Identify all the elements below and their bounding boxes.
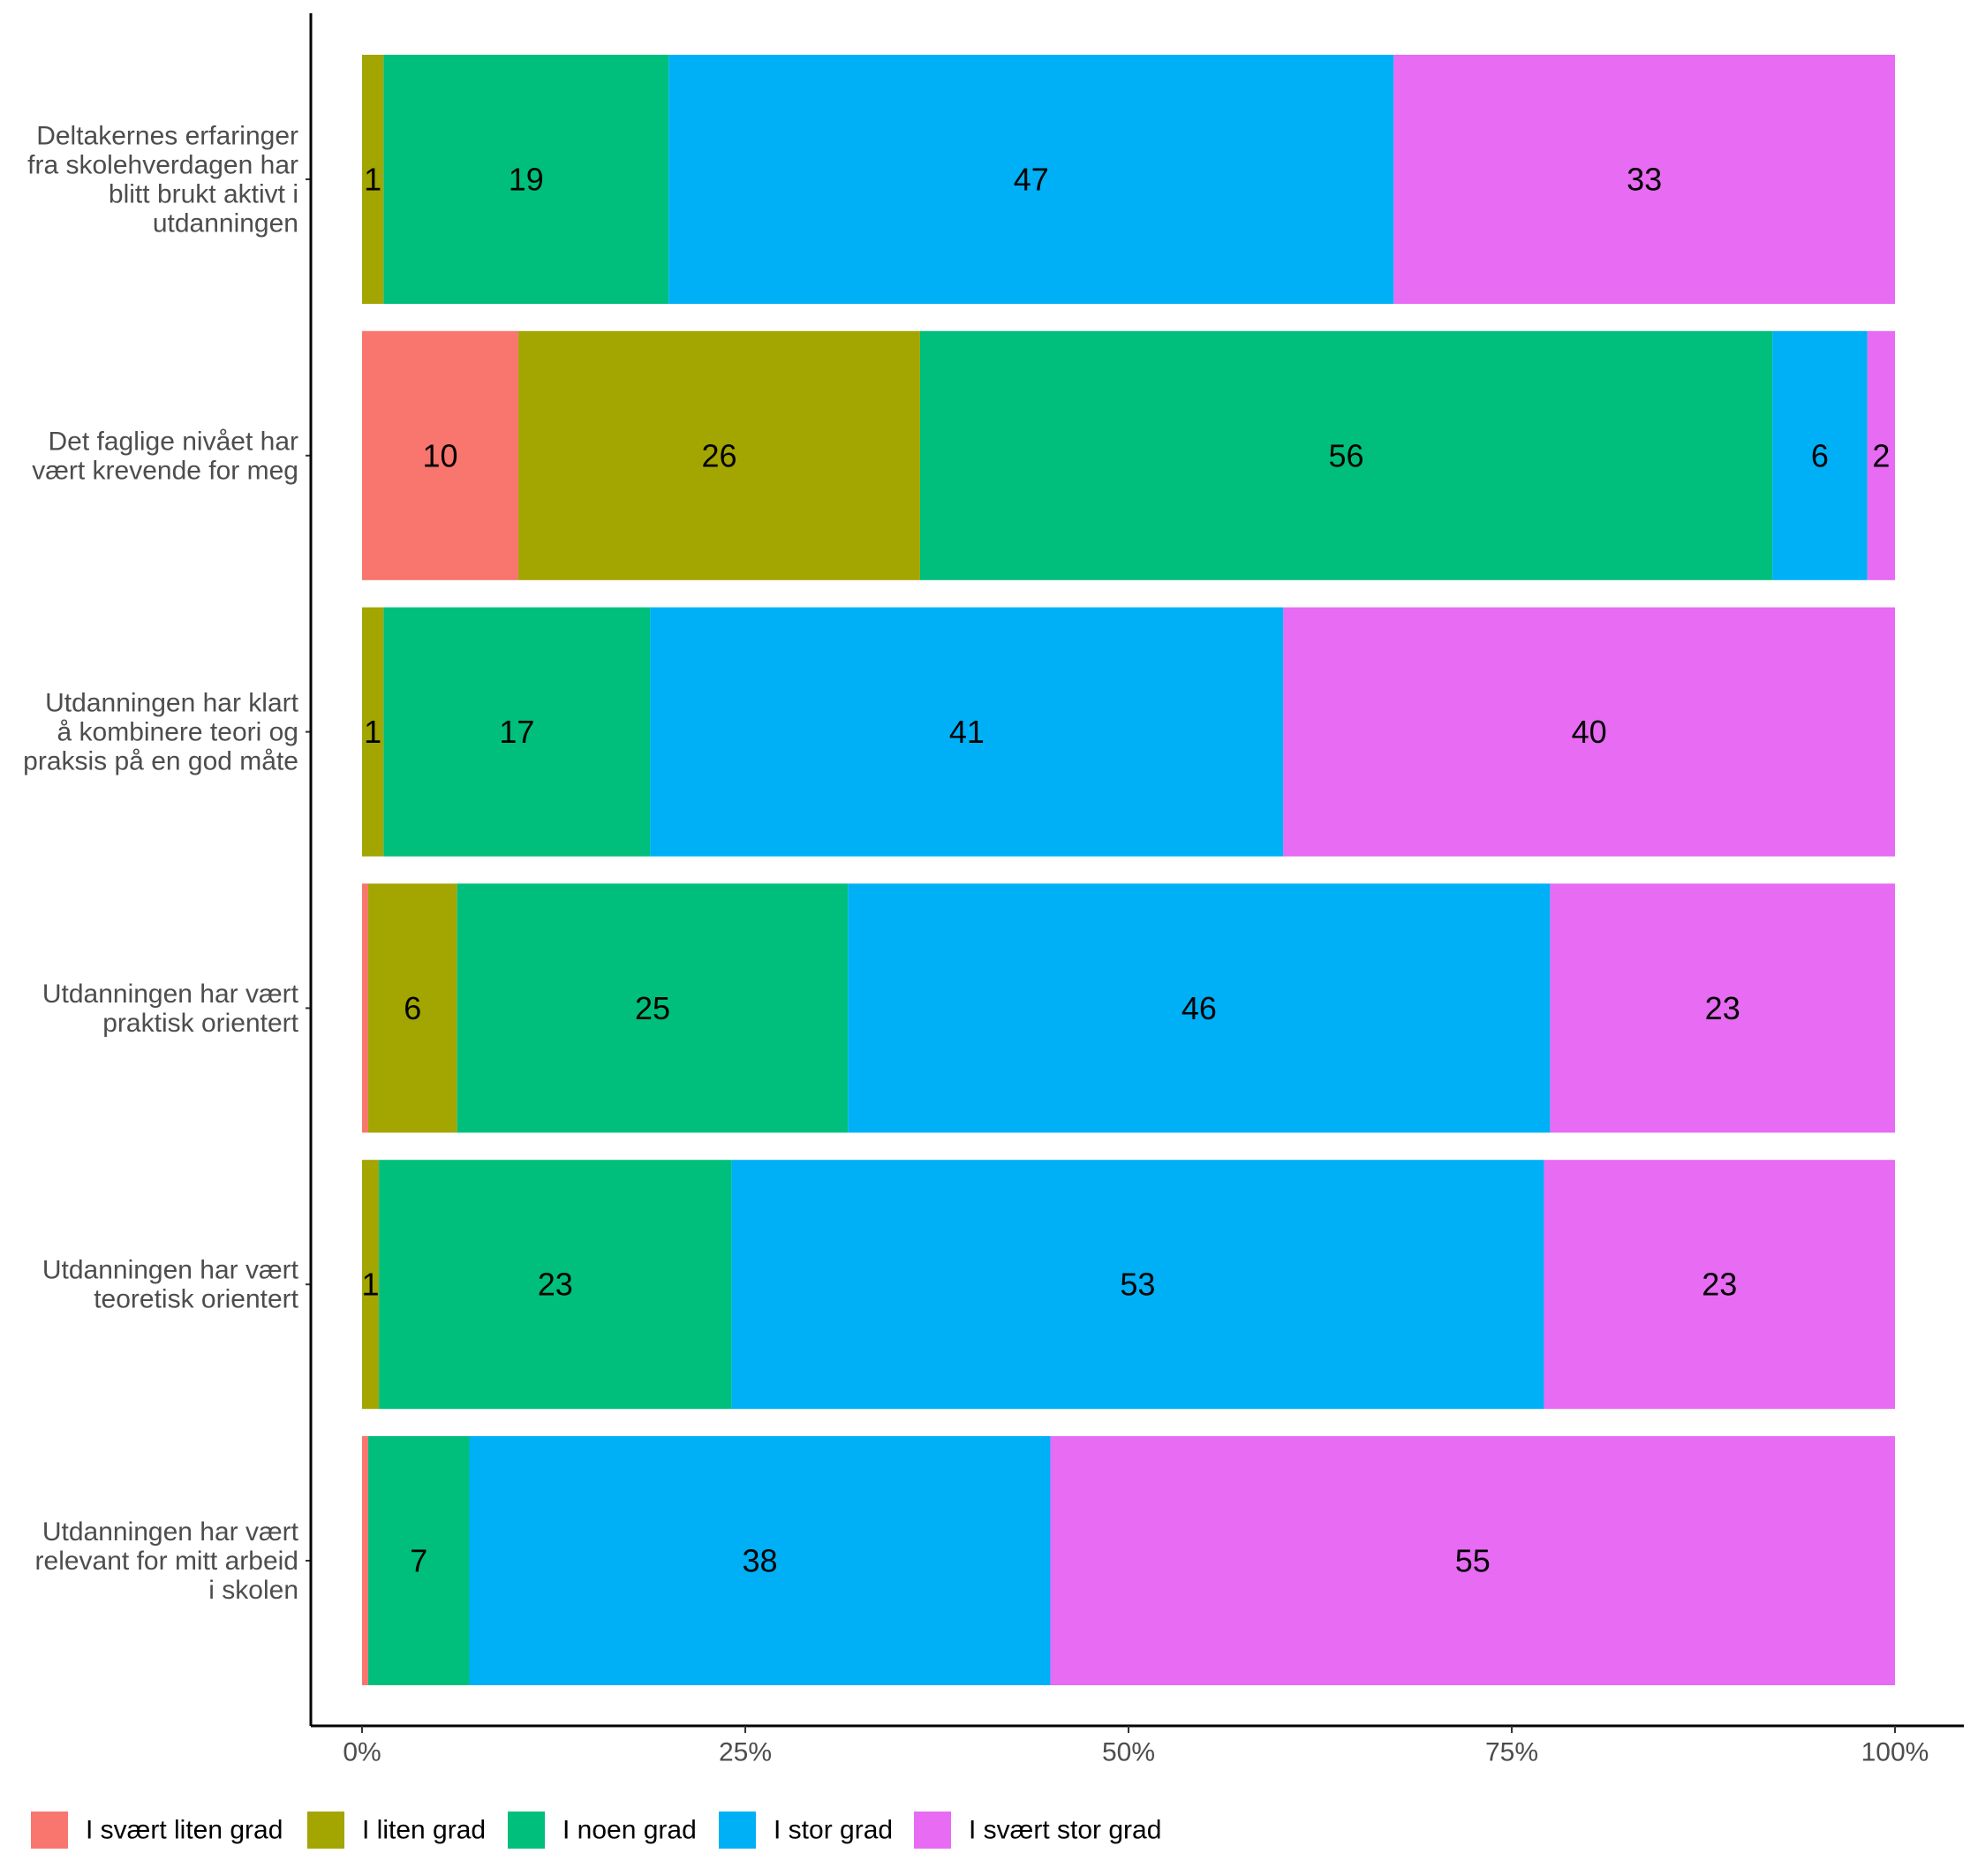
data-label-3-5: 40 bbox=[1572, 714, 1607, 750]
y-tick-label-5: Utdanningen har vært teoretisk orientert bbox=[42, 1255, 299, 1313]
bar-segment-5-2 bbox=[362, 1160, 380, 1410]
data-label-5-2: 1 bbox=[362, 1267, 380, 1303]
data-label-6-3: 7 bbox=[410, 1543, 427, 1579]
legend-swatch-4 bbox=[719, 1812, 756, 1849]
y-tick-label-2: Det faglige nivået har vært krevende for … bbox=[32, 427, 298, 485]
bar-segment-2-4 bbox=[1772, 330, 1868, 580]
x-tick-label-1: 0% bbox=[343, 1738, 381, 1767]
bar-segment-5-5 bbox=[1544, 1160, 1895, 1410]
legend-swatch-2 bbox=[307, 1812, 344, 1849]
bar-segment-4-2 bbox=[367, 883, 457, 1133]
bar-segment-2-2 bbox=[518, 330, 920, 580]
bar-segment-6-1 bbox=[362, 1436, 368, 1685]
legend: I svært liten grad I liten grad I noen gra… bbox=[31, 1812, 1161, 1849]
data-label-3-2: 1 bbox=[364, 714, 381, 750]
y-tick-label-6: Utdanningen har vært relevant for mitt ar… bbox=[35, 1517, 299, 1605]
bar-segment-2-5 bbox=[1867, 330, 1895, 580]
bar-segment-3-4 bbox=[650, 607, 1284, 857]
legend-label-4: I stor grad bbox=[774, 1816, 893, 1845]
bar-segment-1-4 bbox=[668, 55, 1394, 304]
data-label-6-4: 38 bbox=[742, 1543, 777, 1579]
x-tick-label-3: 50% bbox=[1102, 1738, 1155, 1767]
bar-segment-3-5 bbox=[1283, 607, 1895, 857]
bar-segment-3-3 bbox=[383, 607, 651, 857]
data-label-4-2: 6 bbox=[404, 990, 421, 1026]
bar-segment-5-4 bbox=[731, 1160, 1544, 1410]
legend-label-5: I svært stor grad bbox=[969, 1816, 1161, 1845]
legend-label-1: I svært liten grad bbox=[86, 1816, 283, 1845]
legend-swatch-5 bbox=[914, 1812, 951, 1849]
x-tick-label-5: 100% bbox=[1861, 1738, 1929, 1767]
data-label-1-4: 47 bbox=[1014, 162, 1049, 198]
bar-segment-2-3 bbox=[919, 330, 1773, 580]
legend-swatch-1 bbox=[31, 1812, 68, 1849]
data-label-4-4: 46 bbox=[1182, 990, 1217, 1026]
bar-segment-3-2 bbox=[362, 607, 384, 857]
legend-label-3: I noen grad bbox=[562, 1816, 697, 1845]
bar-segment-1-5 bbox=[1393, 55, 1895, 304]
bar-segment-6-5 bbox=[1050, 1436, 1895, 1685]
data-label-4-5: 23 bbox=[1705, 990, 1740, 1026]
data-label-2-4: 6 bbox=[1811, 437, 1829, 473]
data-label-1-5: 33 bbox=[1627, 162, 1662, 198]
x-axis: 0% 25% 50% 75% 100% bbox=[311, 1724, 1964, 1767]
data-label-1-3: 19 bbox=[509, 162, 544, 198]
data-label-2-5: 2 bbox=[1872, 437, 1890, 473]
data-label-4-3: 25 bbox=[635, 990, 670, 1026]
data-label-6-5: 55 bbox=[1455, 1543, 1491, 1579]
bar-segment-1-2 bbox=[362, 55, 384, 304]
data-label-1-2: 1 bbox=[364, 162, 381, 198]
bar-segment-1-3 bbox=[383, 55, 669, 304]
data-label-5-5: 23 bbox=[1702, 1267, 1737, 1303]
bars-layer bbox=[362, 55, 1895, 1685]
bar-segment-5-3 bbox=[379, 1160, 732, 1410]
bar-segment-2-1 bbox=[362, 330, 519, 580]
bar-segment-4-5 bbox=[1550, 883, 1895, 1133]
bar-segment-6-3 bbox=[367, 1436, 470, 1685]
legend-label-2: I liten grad bbox=[362, 1816, 486, 1845]
bar-segment-4-4 bbox=[848, 883, 1551, 1133]
data-label-3-3: 17 bbox=[499, 714, 534, 750]
bar-segment-4-1 bbox=[362, 883, 368, 1133]
x-tick-label-4: 75% bbox=[1485, 1738, 1538, 1767]
data-label-5-4: 53 bbox=[1120, 1267, 1155, 1303]
data-label-2-3: 56 bbox=[1328, 437, 1363, 473]
y-axis: Deltakernes erfaringer fra skolehverdagen… bbox=[23, 13, 313, 1726]
data-labels-layer: 1 19 47 33 10 26 56 6 2 1 17 41 40 6 25 46 23 1 23 53 23 7 38 5… bbox=[362, 162, 1891, 1579]
data-label-3-4: 41 bbox=[949, 714, 985, 750]
x-tick-label-2: 25% bbox=[719, 1738, 772, 1767]
data-label-2-1: 10 bbox=[423, 437, 458, 473]
y-tick-label-3: Utdanningen har klart å kombinere teori o… bbox=[23, 688, 299, 775]
bar-segment-4-3 bbox=[457, 883, 849, 1133]
data-label-5-3: 23 bbox=[538, 1267, 573, 1303]
y-tick-label-4: Utdanningen har vært praktisk orientert bbox=[42, 979, 299, 1037]
data-label-2-2: 26 bbox=[701, 437, 736, 473]
y-tick-label-1: Deltakernes erfaringer fra skolehverdagen… bbox=[27, 121, 298, 238]
legend-swatch-3 bbox=[508, 1812, 545, 1849]
bar-segment-6-4 bbox=[469, 1436, 1051, 1685]
